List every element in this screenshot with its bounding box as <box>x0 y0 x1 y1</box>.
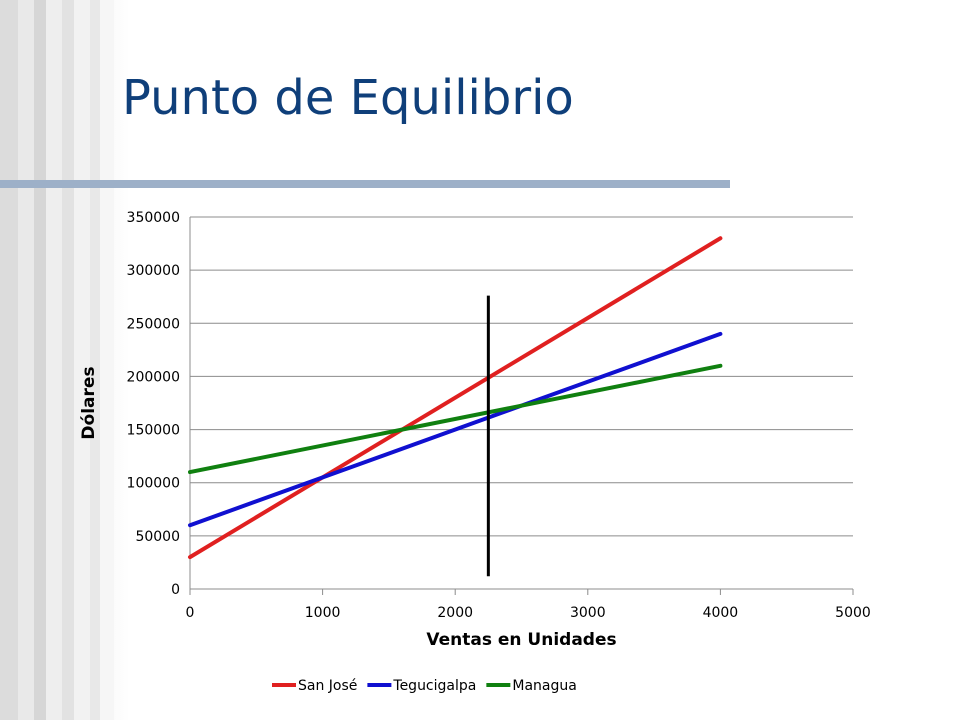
legend-label: Tegucigalpa <box>392 678 476 694</box>
axes <box>189 217 853 590</box>
title-divider <box>0 180 730 188</box>
grid-lines <box>190 216 853 590</box>
y-tick-label: 350000 <box>127 210 180 226</box>
x-tick-label: 5000 <box>835 605 871 621</box>
y-tick-label: 250000 <box>127 316 180 332</box>
x-tick-label: 0 <box>186 605 195 621</box>
x-tick-labels: 0 1000 2000 3000 4000 5000 <box>186 589 871 621</box>
y-tick-label: 150000 <box>127 423 180 439</box>
x-tick-label: 2000 <box>437 605 473 621</box>
legend-label: San José <box>298 678 357 694</box>
series-line-san-jos- <box>188 236 723 560</box>
legend: San José Tegucigalpa Managua <box>272 678 577 694</box>
y-tick-labels: 0 50000 100000 150000 200000 250000 300000 3500… <box>127 210 180 598</box>
y-axis-title: Dólares <box>79 366 99 439</box>
y-tick-label: 50000 <box>135 529 180 545</box>
legend-label: Managua <box>512 678 576 694</box>
page-title: Punto de Equilibrio <box>122 70 574 126</box>
legend-item: Managua <box>486 678 577 694</box>
x-axis-title: Ventas en Unidades <box>426 630 616 650</box>
y-tick-label: 0 <box>171 582 180 598</box>
x-tick-label: 3000 <box>570 605 606 621</box>
x-tick-label: 4000 <box>703 605 739 621</box>
series-line-managua <box>188 363 723 475</box>
series-lines <box>188 236 723 560</box>
y-tick-label: 100000 <box>127 476 180 492</box>
legend-item: San José <box>272 678 357 694</box>
x-tick-label: 1000 <box>305 605 341 621</box>
y-tick-label: 200000 <box>127 369 180 385</box>
series-line-tegucigalpa <box>188 331 723 528</box>
legend-item: Tegucigalpa <box>367 678 476 694</box>
y-tick-label: 300000 <box>127 263 180 279</box>
background-stripes <box>0 0 130 720</box>
